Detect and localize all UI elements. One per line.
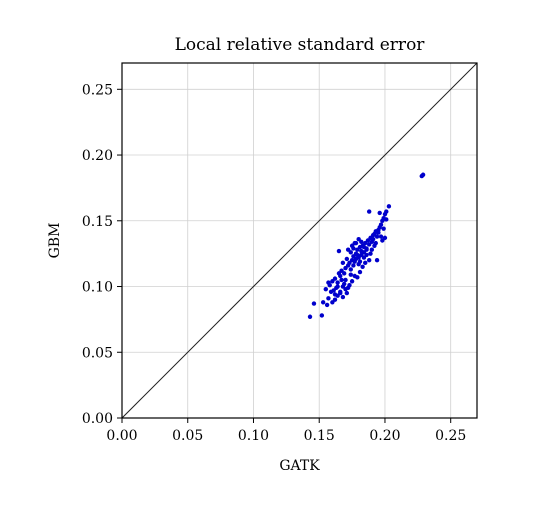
data-point bbox=[336, 248, 342, 254]
data-point bbox=[353, 256, 359, 262]
data-point bbox=[357, 269, 363, 275]
x-axis-ticks: 0.00 0.05 0.10 0.15 0.20 0.25 bbox=[106, 418, 466, 444]
data-point bbox=[348, 272, 353, 277]
data-point bbox=[351, 263, 356, 268]
data-point bbox=[370, 236, 376, 242]
data-point bbox=[340, 284, 346, 289]
x-tick-label: 0.20 bbox=[369, 428, 400, 444]
x-tick-label: 0.00 bbox=[106, 428, 137, 444]
grid bbox=[121, 63, 477, 419]
data-point bbox=[352, 240, 357, 246]
data-point bbox=[376, 230, 381, 235]
y-tick-label: 0.25 bbox=[82, 82, 113, 98]
data-point bbox=[311, 301, 317, 306]
y-tick-label: 0.15 bbox=[82, 214, 113, 230]
data-point bbox=[336, 271, 342, 276]
data-point bbox=[374, 258, 380, 263]
data-point bbox=[377, 210, 382, 216]
data-point bbox=[357, 259, 363, 264]
data-point bbox=[360, 264, 365, 269]
data-point bbox=[326, 296, 331, 301]
data-point bbox=[384, 217, 389, 222]
data-point bbox=[307, 314, 313, 319]
data-point bbox=[344, 256, 350, 262]
data-point bbox=[335, 280, 340, 285]
data-point bbox=[324, 302, 330, 308]
y-axis-ticks: 0.00 0.05 0.10 0.15 0.20 0.25 bbox=[82, 82, 122, 427]
data-point bbox=[386, 204, 392, 209]
data-point bbox=[339, 277, 344, 283]
identity-line bbox=[121, 62, 478, 419]
data-points bbox=[307, 172, 426, 319]
data-point bbox=[378, 222, 384, 227]
x-tick-label: 0.10 bbox=[238, 428, 269, 444]
data-point bbox=[320, 300, 326, 305]
x-tick-label: 0.05 bbox=[172, 428, 203, 444]
data-point bbox=[363, 260, 368, 266]
data-point bbox=[319, 313, 325, 318]
y-tick-label: 0.00 bbox=[82, 411, 113, 427]
data-point bbox=[361, 255, 367, 260]
data-point bbox=[355, 275, 360, 280]
data-point bbox=[340, 294, 346, 300]
data-point bbox=[420, 172, 426, 177]
y-tick-label: 0.10 bbox=[82, 280, 113, 296]
data-point bbox=[384, 209, 389, 214]
reference-line bbox=[121, 62, 478, 419]
chart-title: Local relative standard error bbox=[175, 35, 426, 55]
data-point bbox=[328, 289, 334, 294]
y-tick-label: 0.20 bbox=[82, 148, 113, 164]
data-point bbox=[378, 234, 384, 239]
data-point bbox=[355, 252, 360, 258]
data-point bbox=[323, 286, 328, 292]
data-point bbox=[340, 260, 346, 266]
data-point bbox=[335, 284, 340, 289]
data-point bbox=[359, 239, 364, 245]
data-point bbox=[382, 235, 388, 241]
data-point bbox=[366, 258, 372, 263]
data-point bbox=[338, 289, 343, 294]
data-point bbox=[364, 247, 369, 252]
data-point bbox=[369, 247, 375, 252]
data-point bbox=[349, 279, 355, 284]
data-point bbox=[332, 276, 338, 281]
data-point bbox=[374, 234, 380, 239]
data-point bbox=[342, 271, 347, 276]
data-point bbox=[332, 297, 338, 302]
data-point bbox=[348, 267, 353, 272]
data-point bbox=[347, 283, 352, 288]
y-axis-label: GBM bbox=[47, 223, 63, 259]
plot-frame bbox=[121, 62, 478, 419]
data-point bbox=[366, 209, 372, 214]
x-tick-label: 0.15 bbox=[304, 428, 335, 444]
data-point bbox=[381, 226, 386, 231]
data-point bbox=[343, 277, 348, 283]
y-tick-label: 0.05 bbox=[82, 345, 113, 361]
data-point bbox=[344, 290, 350, 296]
data-point bbox=[326, 280, 331, 285]
data-point bbox=[368, 251, 373, 256]
x-tick-label: 0.25 bbox=[435, 428, 466, 444]
data-point bbox=[373, 240, 378, 246]
data-point bbox=[345, 247, 351, 252]
x-axis-label: GATK bbox=[279, 458, 320, 474]
